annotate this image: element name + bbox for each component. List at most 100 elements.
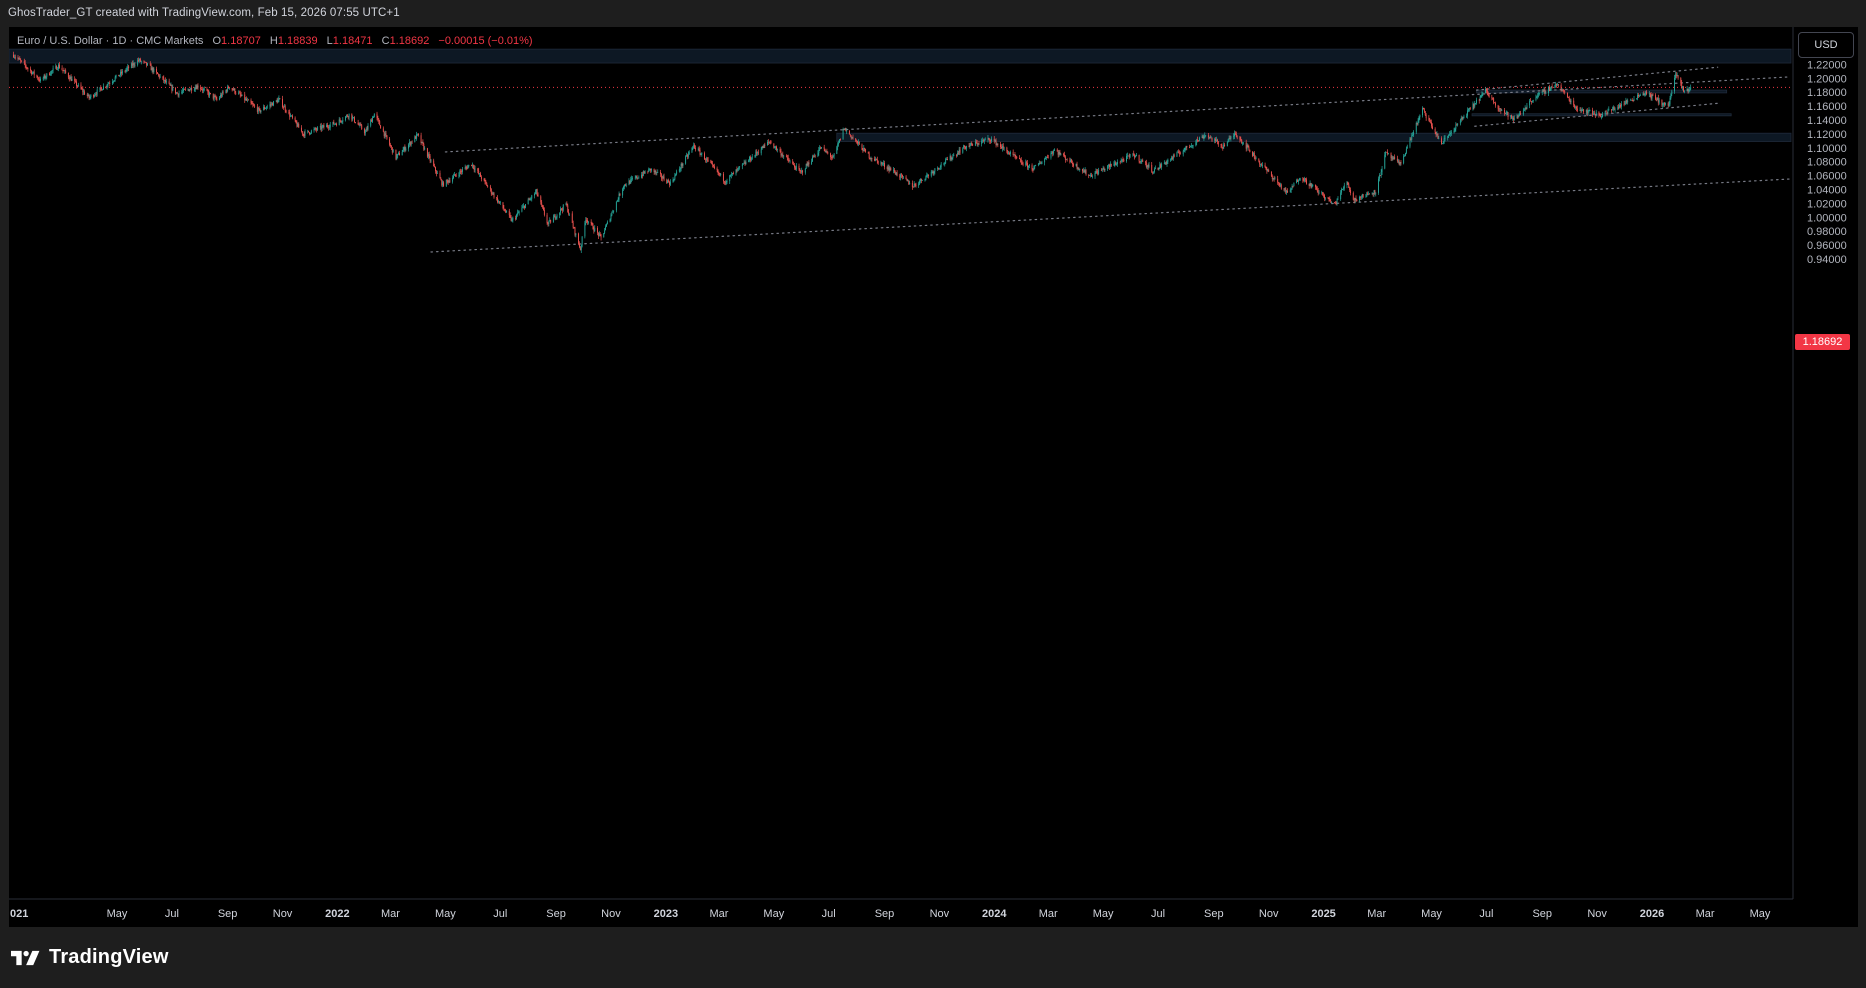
candle[interactable]	[201, 87, 203, 91]
candle[interactable]	[1523, 108, 1525, 111]
candle[interactable]	[1486, 87, 1488, 96]
candle[interactable]	[1418, 115, 1420, 123]
candle[interactable]	[1227, 138, 1229, 143]
candle[interactable]	[826, 148, 828, 154]
candle[interactable]	[736, 166, 738, 173]
candle[interactable]	[1492, 97, 1494, 100]
candle[interactable]	[259, 108, 261, 114]
candle[interactable]	[635, 175, 637, 179]
candle[interactable]	[1077, 166, 1079, 171]
candle[interactable]	[812, 154, 814, 158]
candle[interactable]	[634, 175, 636, 180]
candle[interactable]	[1423, 107, 1425, 113]
candle[interactable]	[295, 119, 297, 124]
candle[interactable]	[774, 146, 776, 149]
candle[interactable]	[1321, 190, 1323, 195]
candle[interactable]	[43, 74, 45, 81]
candle[interactable]	[298, 122, 300, 128]
candle[interactable]	[273, 100, 274, 107]
candle[interactable]	[1142, 158, 1144, 163]
candle[interactable]	[1063, 152, 1064, 157]
candle[interactable]	[869, 157, 871, 160]
candle[interactable]	[1593, 110, 1594, 116]
candle[interactable]	[297, 122, 299, 128]
candle[interactable]	[1117, 159, 1118, 167]
candle[interactable]	[473, 164, 475, 173]
candle[interactable]	[245, 97, 247, 101]
candle[interactable]	[975, 139, 977, 144]
zone-rect[interactable]	[836, 132, 1792, 142]
candle[interactable]	[471, 164, 472, 167]
candle[interactable]	[1341, 187, 1343, 195]
candle[interactable]	[1504, 112, 1506, 115]
candle[interactable]	[1476, 97, 1477, 105]
candle[interactable]	[109, 80, 111, 87]
candle[interactable]	[290, 113, 292, 118]
candle[interactable]	[843, 128, 845, 131]
candle[interactable]	[970, 142, 972, 146]
candle[interactable]	[1224, 142, 1226, 147]
candle[interactable]	[1152, 171, 1154, 175]
candle[interactable]	[1642, 92, 1644, 96]
candle[interactable]	[385, 131, 387, 138]
candle[interactable]	[1045, 156, 1046, 160]
candle[interactable]	[1379, 174, 1381, 177]
candle[interactable]	[1057, 149, 1059, 158]
candle[interactable]	[844, 127, 846, 131]
candle[interactable]	[1102, 165, 1104, 170]
candle[interactable]	[1475, 102, 1477, 105]
candle[interactable]	[389, 137, 391, 147]
candle[interactable]	[377, 115, 379, 122]
candle[interactable]	[492, 191, 494, 196]
candle[interactable]	[1394, 154, 1396, 160]
candle[interactable]	[1170, 158, 1172, 162]
candle[interactable]	[143, 60, 145, 64]
candle[interactable]	[565, 202, 567, 206]
candle[interactable]	[592, 223, 594, 230]
candle[interactable]	[1563, 88, 1565, 94]
candle[interactable]	[600, 233, 602, 241]
candle[interactable]	[1114, 159, 1116, 168]
candle[interactable]	[530, 196, 532, 201]
candle[interactable]	[453, 171, 455, 176]
candle[interactable]	[579, 241, 580, 249]
candle[interactable]	[115, 74, 117, 79]
candle[interactable]	[525, 204, 526, 209]
candle[interactable]	[51, 70, 53, 74]
candle[interactable]	[80, 82, 82, 90]
candle[interactable]	[755, 149, 757, 158]
candle[interactable]	[996, 142, 998, 146]
candle[interactable]	[1387, 152, 1389, 155]
candle[interactable]	[956, 150, 958, 157]
candle[interactable]	[618, 191, 620, 202]
candle[interactable]	[1022, 161, 1024, 167]
candle[interactable]	[139, 58, 140, 63]
candle[interactable]	[103, 83, 104, 91]
candle[interactable]	[588, 220, 589, 225]
candle[interactable]	[827, 151, 829, 155]
candle[interactable]	[1302, 177, 1304, 183]
candle[interactable]	[1109, 161, 1111, 170]
candle[interactable]	[786, 154, 788, 161]
candle[interactable]	[1683, 85, 1684, 93]
candle[interactable]	[739, 166, 741, 170]
candle[interactable]	[1633, 96, 1635, 102]
candle[interactable]	[1366, 191, 1368, 198]
candle[interactable]	[1084, 167, 1086, 174]
candle[interactable]	[1472, 101, 1474, 111]
candle[interactable]	[1310, 182, 1312, 189]
candle[interactable]	[1455, 122, 1457, 132]
candle[interactable]	[789, 159, 791, 164]
candle[interactable]	[1350, 187, 1352, 196]
candle[interactable]	[448, 177, 450, 184]
candle[interactable]	[1180, 151, 1181, 155]
candle[interactable]	[930, 169, 932, 178]
candle[interactable]	[1581, 108, 1583, 113]
candle[interactable]	[31, 71, 33, 75]
candle[interactable]	[252, 101, 254, 108]
candle[interactable]	[1417, 118, 1419, 126]
candle[interactable]	[1191, 145, 1193, 149]
candle[interactable]	[579, 246, 581, 251]
candle[interactable]	[1444, 135, 1446, 142]
candle[interactable]	[1025, 159, 1027, 167]
